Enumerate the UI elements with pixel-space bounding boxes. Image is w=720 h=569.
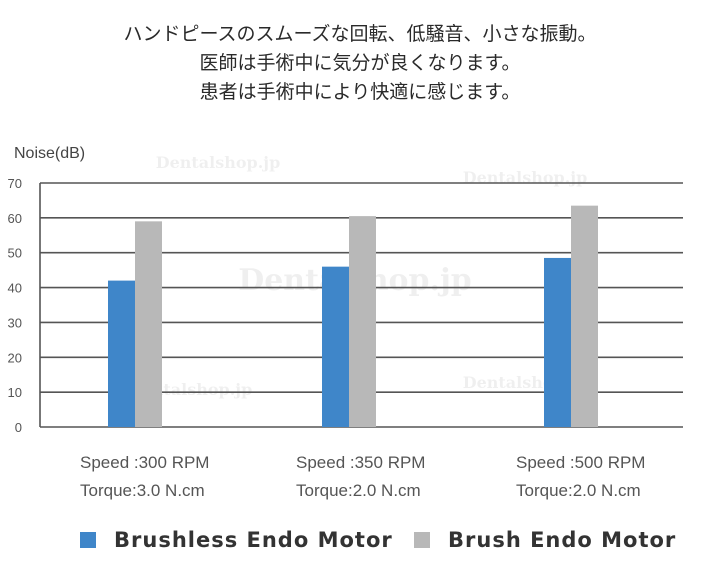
heading: ハンドピースのスムーズな回転、低騒音、小さな振動。 医師は手術中に気分が良くなり… (0, 20, 720, 107)
category-label-2-line-2: Torque:2.0 N.cm (296, 481, 421, 500)
legend-label-brushless: Brushless Endo Motor (114, 528, 393, 552)
heading-line-3: 患者は手術中により快適に感じます。 (199, 81, 521, 103)
watermark-2: Dentalshop.jp (463, 168, 588, 187)
bar-brush-1 (135, 221, 162, 427)
y-tick-20: 20 (8, 350, 22, 365)
y-tick-50: 50 (8, 246, 22, 261)
legend-swatch-brushless (80, 532, 96, 548)
y-tick-60: 60 (8, 211, 22, 226)
legend: Brushless Endo Motor Brush Endo Motor (0, 524, 720, 556)
watermark-1: Dentalshop.jp (156, 153, 281, 172)
category-label-1-line-1: Speed :300 RPM (80, 453, 209, 472)
bar-brushless-2 (322, 266, 349, 427)
y-tick-30: 30 (8, 315, 22, 330)
bar-brushless-3 (544, 257, 571, 427)
heading-line-2: 医師は手術中に気分が良くなります。 (199, 52, 521, 74)
legend-item-brush: Brush Endo Motor (414, 524, 676, 556)
y-tick-40: 40 (8, 281, 22, 296)
legend-label-brush: Brush Endo Motor (448, 528, 677, 552)
y-tick-70: 70 (8, 176, 22, 191)
bar-brush-2 (349, 216, 376, 427)
bar-brush-3 (571, 205, 598, 427)
y-tick-10: 10 (8, 385, 22, 400)
y-axis-label: Noise(dB) (14, 145, 85, 162)
bar-brushless-1 (108, 280, 135, 427)
legend-swatch-brush (414, 532, 430, 548)
legend-item-brushless: Brushless Endo Motor (80, 524, 393, 556)
y-tick-0: 0 (15, 420, 22, 435)
category-label-3-line-2: Torque:2.0 N.cm (516, 481, 641, 500)
category-label-3-line-1: Speed :500 RPM (516, 453, 645, 472)
heading-line-1: ハンドピースのスムーズな回転、低騒音、小さな振動。 (123, 23, 597, 45)
category-label-1-line-2: Torque:3.0 N.cm (80, 481, 205, 500)
category-label-2-line-1: Speed :350 RPM (296, 453, 425, 472)
